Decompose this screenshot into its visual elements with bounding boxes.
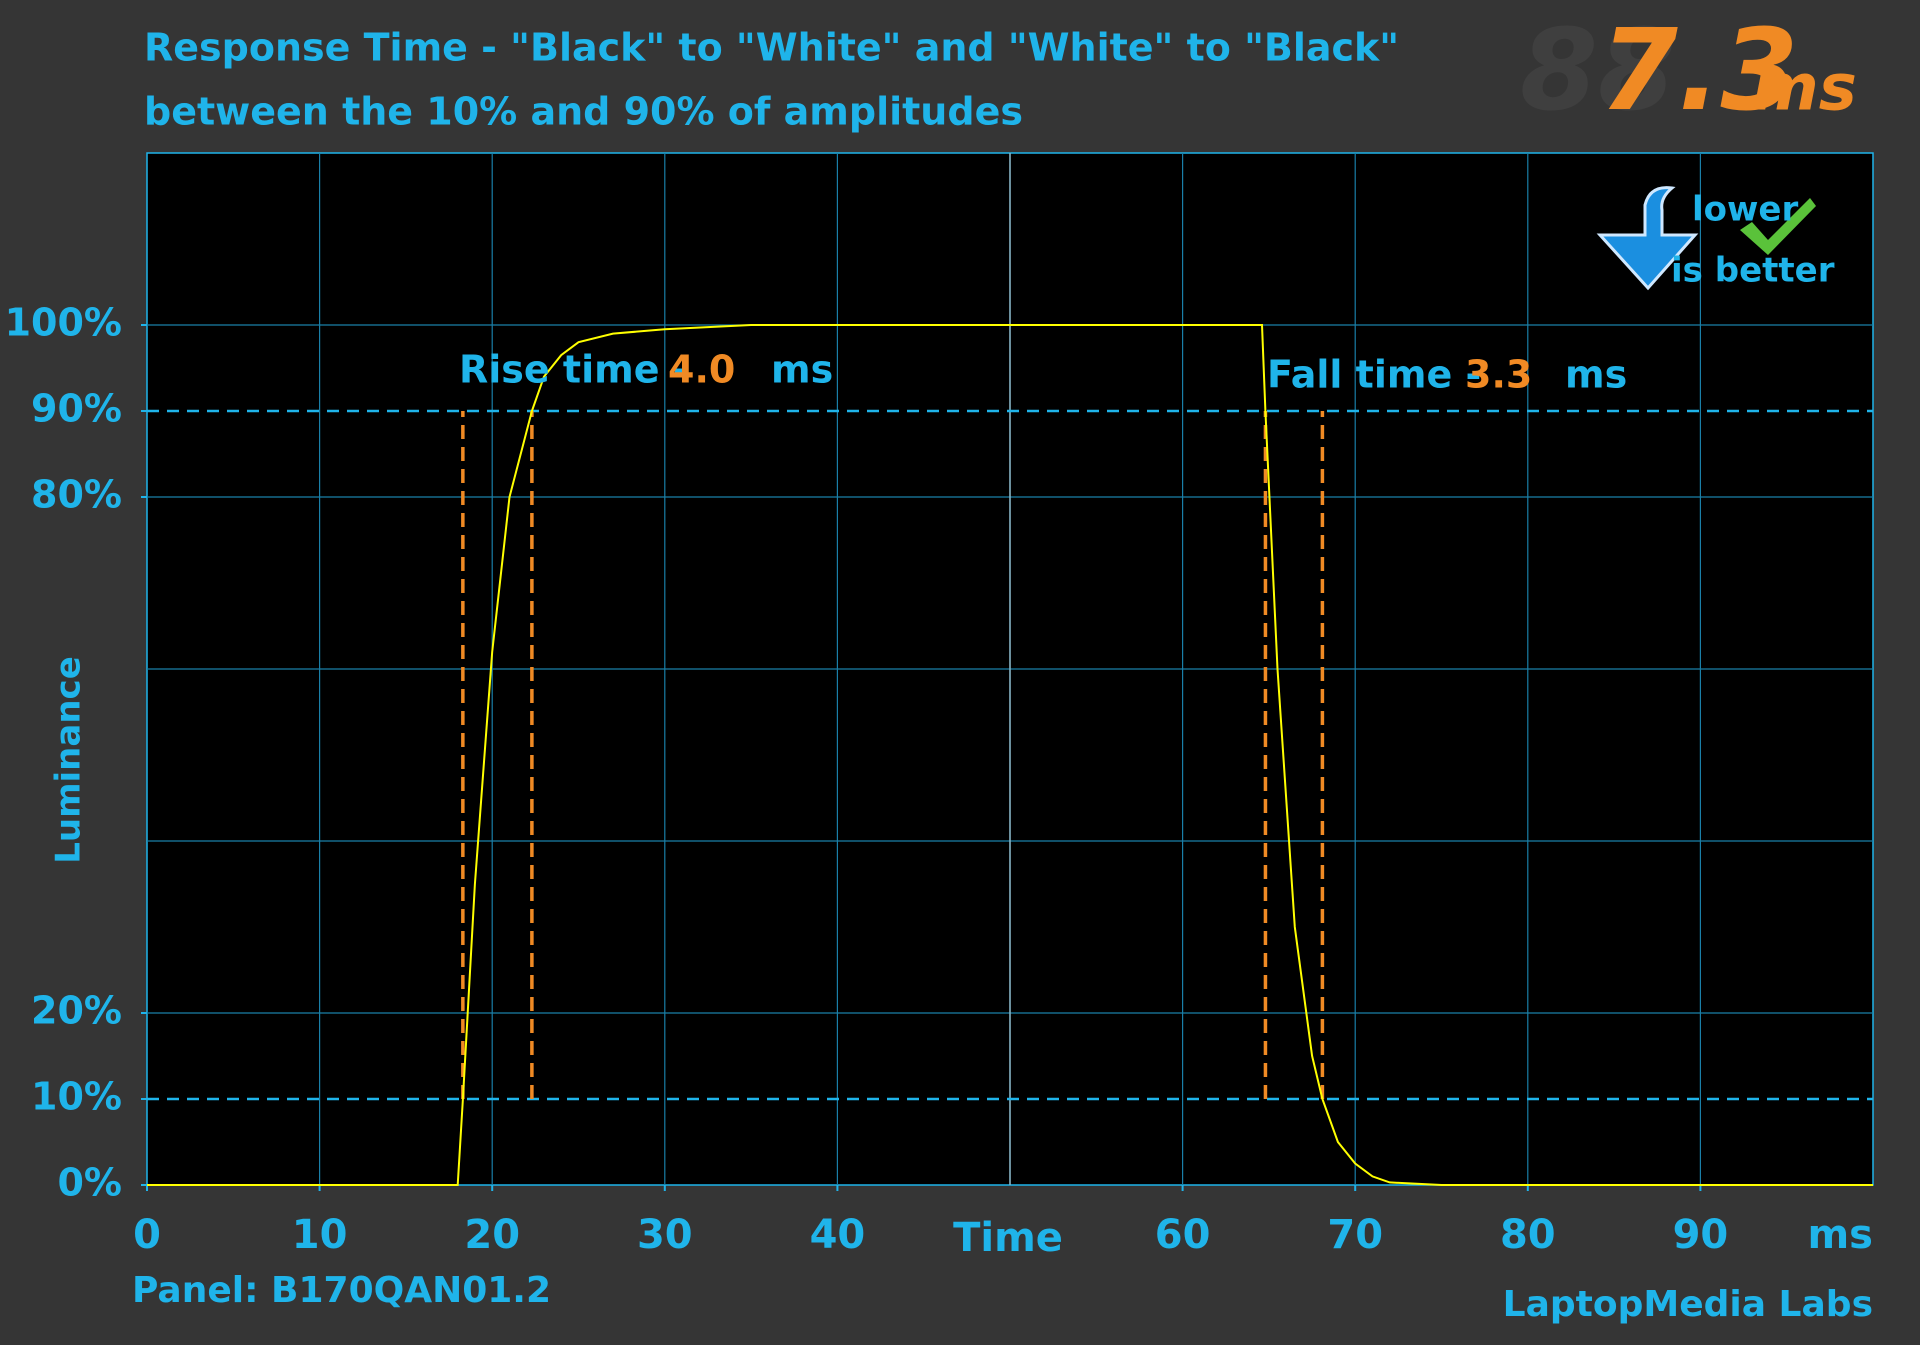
- x-axis-unit: ms: [1808, 1212, 1874, 1258]
- fall-label: Fall time -: [1267, 353, 1481, 397]
- x-tick-label: 40: [810, 1212, 866, 1258]
- y-tick-label: 20%: [31, 989, 122, 1033]
- panel-note: Panel: B170QAN01.2: [132, 1270, 551, 1311]
- luminance-trace: [147, 324, 1873, 1186]
- x-tick-label: 70: [1327, 1212, 1383, 1258]
- x-tick-label: 60: [1155, 1212, 1211, 1258]
- fall-value: 3.3: [1465, 353, 1532, 397]
- rise-label: Rise time -: [459, 348, 688, 392]
- badge-line: lower: [1692, 190, 1798, 230]
- lower-is-better-badge: lower is better: [1596, 186, 1835, 291]
- y-tick-label: 80%: [31, 473, 122, 517]
- check-icon: [1740, 198, 1816, 255]
- x-tick-label: 0: [133, 1212, 161, 1258]
- y-axis-label: Luminance: [49, 656, 89, 864]
- badge-line: is better: [1671, 251, 1835, 291]
- total-unit: ms: [1752, 52, 1857, 126]
- y-tick-label: 100%: [5, 301, 122, 345]
- fall-unit: ms: [1565, 353, 1627, 397]
- y-tick-label: 90%: [31, 387, 122, 431]
- x-axis-label: Time: [953, 1215, 1063, 1261]
- chart-subtitle: between the 10% and 90% of amplitudes: [144, 90, 1023, 134]
- x-tick-label: 80: [1500, 1212, 1556, 1258]
- credit-note: LaptopMedia Labs: [1503, 1284, 1873, 1325]
- total-response: 7.3: [1600, 6, 1798, 136]
- rise-value: 4.0: [668, 348, 735, 392]
- rise-unit: ms: [771, 348, 833, 392]
- x-tick-label: 20: [464, 1212, 520, 1258]
- y-tick-label: 10%: [31, 1075, 122, 1119]
- display-ghost: 88: [1520, 6, 1676, 136]
- x-tick-label: 90: [1673, 1212, 1729, 1258]
- marks: [147, 324, 1873, 1186]
- chart-title: Response Time - "Black" to "White" and "…: [144, 26, 1399, 70]
- arrow-icon: [1596, 186, 1699, 291]
- y-tick-label: 0%: [57, 1161, 122, 1205]
- x-tick-label: 30: [637, 1212, 693, 1258]
- x-tick-label: 10: [292, 1212, 348, 1258]
